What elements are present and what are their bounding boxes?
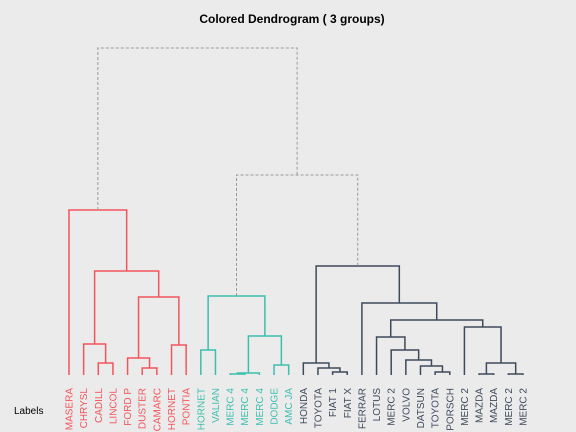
leaf-label: FORD P <box>123 388 134 426</box>
leaf-label: HORNET <box>196 388 207 430</box>
leaf-label: FIAT 1 <box>328 388 339 418</box>
leaf-label: DATSUN <box>416 388 427 428</box>
leaf-label: MERC 2 <box>460 388 471 426</box>
leaf-label: MAZDA <box>489 388 500 423</box>
leaf-label: AMC JA <box>284 388 295 425</box>
axis-label: Labels <box>14 406 43 417</box>
leaf-label: HONDA <box>299 388 310 424</box>
leaf-label: DUSTER <box>138 388 149 429</box>
leaf-label: VALIAN <box>211 388 222 423</box>
leaf-label: CHRYSL <box>79 388 90 429</box>
leaf-label: DODGE <box>270 388 281 425</box>
leaf-label: FIAT X <box>343 388 354 419</box>
leaf-label: PORSCH <box>445 388 456 431</box>
leaf-label: VOLVO <box>401 388 412 422</box>
dendrogram-link <box>236 174 359 296</box>
leaf-label: MERC 2 <box>519 388 530 426</box>
leaf-label: TOYOTA <box>431 388 442 429</box>
leaf-label: MERC 2 <box>504 388 515 426</box>
leaf-label: MAZDA <box>475 388 486 423</box>
leaf-label: HORNET <box>167 388 178 430</box>
leaf-label: LOTUS <box>372 388 383 422</box>
leaf-label: CADILL <box>94 388 105 423</box>
leaf-label: MERC 4 <box>255 388 266 426</box>
dendrogram-link <box>97 47 298 210</box>
leaf-label: MASERA <box>65 388 76 431</box>
leaf-label: LINCOL <box>108 388 119 425</box>
dendrogram-link <box>315 265 401 363</box>
leaf-label: PONTIA <box>182 388 193 426</box>
leaf-label: MERC 4 <box>226 388 237 426</box>
leaf-label: MERC 4 <box>240 388 251 426</box>
chart-title: Colored Dendrogram ( 3 groups) <box>199 12 384 26</box>
leaf-label: CAMARC <box>152 388 163 431</box>
leaf-label: MERC 2 <box>387 388 398 426</box>
leaf-label: TOYOTA <box>313 388 324 429</box>
leaf-label: FERRAR <box>357 388 368 429</box>
